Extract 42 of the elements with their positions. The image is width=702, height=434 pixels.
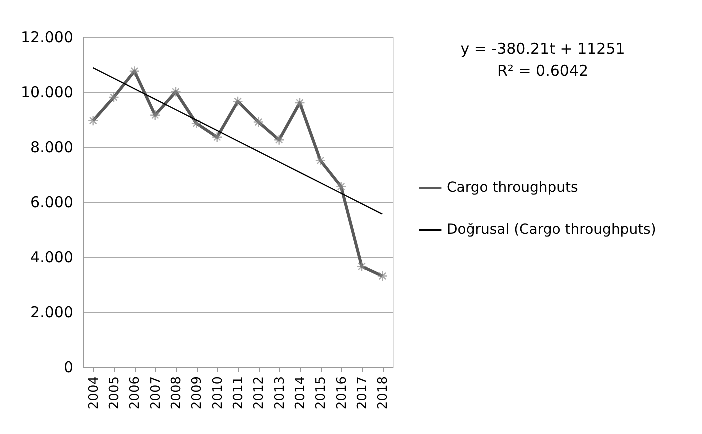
y-tick-label: 12.000 bbox=[21, 28, 74, 46]
x-tick-label: 2015 bbox=[314, 376, 330, 410]
x-tick-label: 2004 bbox=[86, 376, 102, 410]
x-tick-label: 2009 bbox=[190, 376, 206, 410]
y-tick-label: 8.000 bbox=[30, 138, 74, 156]
point bbox=[294, 98, 306, 108]
point bbox=[191, 118, 202, 129]
x-tick-label: 2013 bbox=[272, 376, 288, 410]
point bbox=[88, 116, 99, 126]
y-tick-label: 4.000 bbox=[30, 248, 74, 266]
x-tick-label: 2006 bbox=[128, 376, 144, 410]
x-tick-label: 2012 bbox=[252, 376, 268, 410]
text: y = -380.21t + 11251 bbox=[460, 40, 626, 58]
point bbox=[150, 110, 161, 121]
text: R² = 0.6042 bbox=[497, 62, 589, 80]
point bbox=[315, 155, 326, 166]
point bbox=[212, 132, 223, 143]
point bbox=[274, 134, 285, 146]
y-tick-label: 10.000 bbox=[21, 84, 74, 102]
point bbox=[336, 182, 347, 192]
x-tick-label: 2014 bbox=[294, 376, 308, 410]
point bbox=[232, 96, 244, 107]
point bbox=[129, 66, 140, 77]
x-tick-label: 2011 bbox=[232, 376, 246, 410]
point bbox=[170, 86, 182, 98]
line-series bbox=[92, 67, 384, 215]
x-tick-label: 2017 bbox=[356, 376, 370, 410]
y-tick-label: 0 bbox=[64, 358, 74, 376]
x-tick-label: 2016 bbox=[334, 376, 350, 410]
x-tick-label: 2008 bbox=[170, 376, 184, 410]
x-tick-label: 2018 bbox=[376, 376, 392, 410]
point bbox=[356, 261, 368, 272]
point bbox=[108, 92, 120, 103]
legend-label: Cargo throughputs bbox=[447, 180, 578, 196]
y-tick-label: 2.000 bbox=[30, 304, 74, 322]
x-tick-label: 2005 bbox=[108, 376, 122, 410]
legend-label: Doğrusal (Cargo throughputs) bbox=[447, 222, 656, 238]
point bbox=[377, 270, 388, 282]
x-tick-label: 2010 bbox=[210, 376, 226, 410]
point bbox=[253, 116, 264, 128]
x-tick-label: 2007 bbox=[148, 376, 164, 410]
y-tick-label: 6.000 bbox=[30, 194, 74, 212]
